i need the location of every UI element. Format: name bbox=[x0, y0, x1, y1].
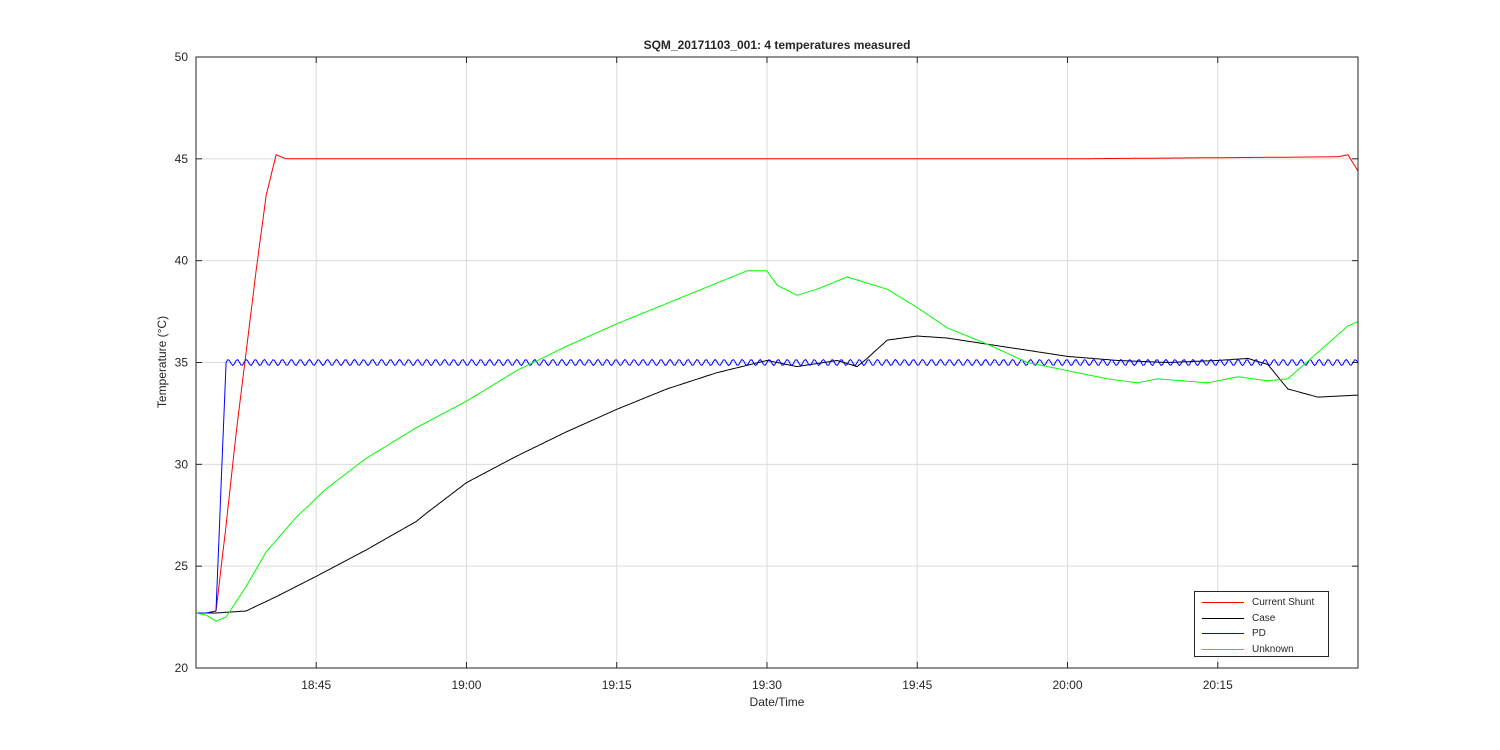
legend-label: Unknown bbox=[1252, 643, 1294, 655]
chart-title: SQM_20171103_001: 4 temperatures measure… bbox=[643, 38, 911, 52]
x-tick-label: 19:15 bbox=[602, 678, 632, 692]
legend: Current Shunt Case PD Unknown bbox=[1194, 591, 1329, 657]
legend-label: PD bbox=[1252, 628, 1266, 640]
y-tick-label: 25 bbox=[175, 559, 189, 573]
series-line-current-shunt bbox=[196, 154, 1359, 614]
x-tick-label: 20:15 bbox=[1203, 678, 1233, 692]
legend-item: Unknown bbox=[1195, 642, 1328, 658]
legend-swatch-case bbox=[1202, 617, 1244, 619]
y-tick-label: 30 bbox=[175, 457, 189, 471]
x-tick-label: 19:45 bbox=[902, 678, 932, 692]
y-tick-label: 40 bbox=[175, 254, 189, 268]
x-axis-label: Date/Time bbox=[749, 695, 805, 709]
y-tick-label: 50 bbox=[175, 50, 189, 64]
x-tick-label: 19:30 bbox=[752, 678, 782, 692]
series-line-case bbox=[196, 335, 1359, 614]
x-tick-label: 18:45 bbox=[301, 678, 331, 692]
legend-item: PD bbox=[1195, 626, 1328, 642]
x-tick-label: 20:00 bbox=[1052, 678, 1082, 692]
series-line-pd bbox=[196, 359, 1359, 614]
y-axis-label: Temperature (°C) bbox=[155, 315, 169, 409]
legend-label: Case bbox=[1252, 612, 1276, 624]
y-tick-label: 45 bbox=[175, 152, 189, 166]
legend-swatch-pd bbox=[1202, 633, 1244, 635]
legend-swatch-unknown bbox=[1202, 648, 1244, 650]
y-tick-label: 35 bbox=[175, 356, 189, 370]
legend-label: Current Shunt bbox=[1252, 597, 1315, 609]
x-tick-label: 19:00 bbox=[451, 678, 481, 692]
y-tick-label: 20 bbox=[175, 661, 189, 675]
legend-swatch-current-shunt bbox=[1202, 602, 1244, 604]
legend-item: Current Shunt bbox=[1195, 595, 1328, 611]
legend-item: Case bbox=[1195, 611, 1328, 627]
series-line-unknown bbox=[195, 270, 1359, 622]
